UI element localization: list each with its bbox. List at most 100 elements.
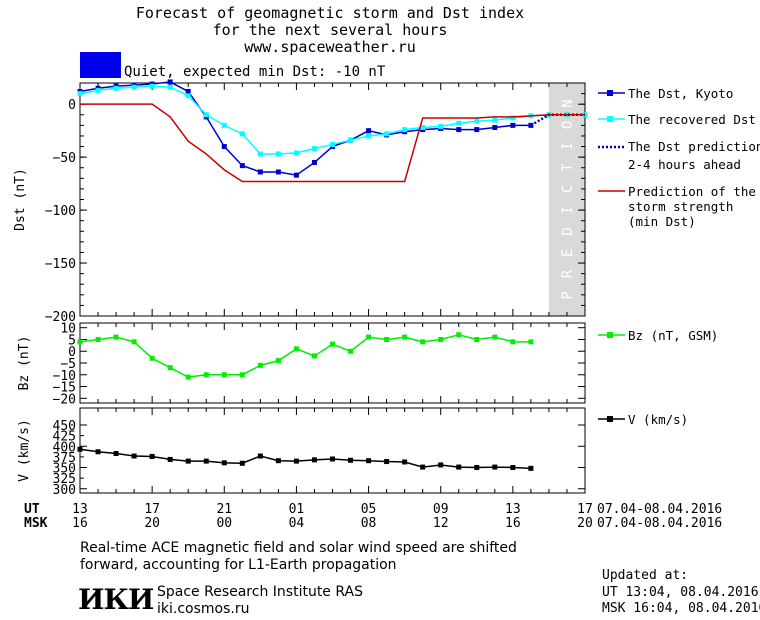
dst-recovered-point	[167, 84, 173, 90]
dst-recovered-point	[221, 122, 227, 128]
prediction-letter: R	[560, 269, 576, 278]
dst-recovered-point	[348, 137, 354, 143]
legend-bz: Bz (nT, GSM)	[628, 328, 719, 343]
msk-tick-label: 20	[144, 516, 160, 531]
bz-point	[185, 374, 191, 380]
iki-logo: ИКИ	[78, 583, 154, 616]
institute-site[interactable]: iki.cosmos.ru	[157, 601, 250, 617]
dst-recovered-legend-marker	[607, 116, 613, 122]
ut-axis-label: UT	[24, 502, 40, 517]
dst-recovered-point	[402, 127, 408, 133]
bz-point	[420, 339, 426, 345]
ut-tick-label: 01	[289, 502, 305, 517]
chart-url[interactable]: www.spaceweather.ru	[244, 38, 416, 56]
legend-v: V (km/s)	[628, 412, 689, 427]
bz-point	[311, 353, 317, 359]
bz-point	[474, 336, 480, 342]
msk-tick-label: 08	[361, 516, 377, 531]
dst-recovered-point	[330, 141, 335, 147]
bz-point	[348, 348, 354, 354]
v-point	[474, 465, 480, 470]
dst-kyoto-point	[366, 128, 372, 134]
legend-storm-3: (min Dst)	[628, 214, 696, 229]
prediction-letter: T	[560, 163, 576, 172]
bz-ytick-label: −5	[60, 357, 76, 372]
institute-name: Space Research Institute RAS	[157, 584, 363, 600]
updated-label: Updated at:	[602, 568, 689, 583]
bz-point	[402, 334, 408, 340]
v-ytick-label: 300	[53, 483, 76, 498]
bz-point	[438, 336, 444, 342]
storm-strength-line	[80, 103, 585, 183]
v-point	[167, 456, 173, 462]
bz-point	[239, 372, 245, 378]
bz-point	[95, 336, 101, 342]
v-point	[221, 460, 227, 466]
dst-recovered-point	[203, 112, 209, 118]
dst-kyoto-point	[257, 169, 263, 175]
bz-ytick-label: −10	[53, 369, 76, 384]
dst-recovered-point	[366, 133, 372, 139]
dst-ytick-label: 0	[68, 98, 76, 113]
v-point	[402, 459, 408, 465]
v-point	[330, 456, 335, 462]
v-point	[257, 453, 263, 459]
legend-storm-2: storm strength	[628, 199, 734, 214]
bz-point	[384, 336, 390, 342]
dst-kyoto-point	[239, 163, 245, 169]
v-point	[293, 458, 299, 464]
prediction-letter: D	[560, 227, 576, 235]
dst-recovered-point	[275, 151, 281, 157]
ut-tick-label: 17	[144, 502, 160, 517]
bz-ytick-label: 5	[68, 333, 76, 348]
bz-point	[528, 339, 534, 345]
ut-date-range: 07.04-08.04.2016	[597, 502, 723, 517]
bz-point	[510, 339, 516, 345]
bz-ytick-label: −15	[53, 381, 76, 396]
bz-point	[131, 339, 137, 345]
dst-recovered-point	[384, 131, 390, 137]
legend-dst-recovered: The recovered Dst	[628, 112, 756, 127]
dst-kyoto-point	[167, 79, 173, 85]
bz-point	[113, 334, 119, 340]
bz-point	[257, 362, 263, 368]
msk-tick-label: 12	[433, 516, 449, 531]
v-point	[492, 464, 498, 470]
dst-recovered-point	[95, 87, 101, 93]
dst-kyoto-point	[293, 172, 299, 178]
dst-ytick-label: −200	[45, 310, 76, 325]
bz-point	[330, 341, 335, 347]
v-point	[456, 464, 462, 470]
v-point	[438, 462, 444, 468]
ut-tick-label: 05	[361, 502, 377, 517]
dst-recovered-point	[456, 120, 462, 126]
prediction-letter: C	[560, 185, 576, 193]
updated-ut: UT 13:04, 08.04.2016	[602, 585, 759, 600]
dst-kyoto-point	[275, 169, 281, 175]
bz-point	[275, 358, 281, 364]
bz-plot-frame	[79, 322, 586, 404]
v-point	[95, 449, 101, 455]
v-ytick-label: 400	[53, 440, 76, 455]
dst-recovered-point	[474, 118, 480, 124]
v-point	[420, 464, 426, 470]
prediction-letter: P	[560, 291, 576, 299]
v-point	[77, 446, 83, 452]
v-point	[239, 460, 245, 466]
v-ytick-label: 375	[53, 451, 76, 466]
bz-ytick-label: 0	[68, 345, 76, 360]
v-ytick-label: 350	[53, 462, 76, 477]
bz-ytick-label: −20	[53, 392, 76, 407]
dst-recovered-point	[311, 146, 317, 152]
dst-recovered-point	[293, 150, 299, 156]
msk-tick-label: 16	[72, 516, 88, 531]
status-text: Quiet, expected min Dst: -10 nT	[124, 64, 386, 80]
bz-ylabel: Bz (nT)	[17, 336, 32, 391]
dst-recovered-point	[257, 151, 263, 157]
dst-kyoto-point	[311, 159, 317, 165]
bz-point	[456, 332, 462, 338]
dst-ytick-label: −100	[45, 204, 76, 219]
dst-kyoto-point	[474, 127, 480, 133]
chart-title-line1: Forecast of geomagnetic storm and Dst in…	[135, 4, 525, 22]
v-point	[131, 453, 137, 459]
